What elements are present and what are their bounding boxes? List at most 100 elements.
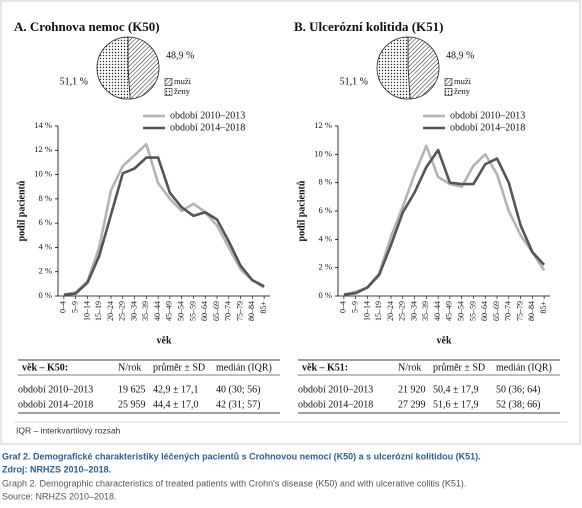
legend-swatch xyxy=(164,78,173,86)
x-tick-label: 50–54 xyxy=(176,301,185,321)
x-tick-label: 75–79 xyxy=(515,301,524,321)
pie-slice xyxy=(127,36,160,100)
x-tick-label: 30–34 xyxy=(129,301,138,321)
x-tick-label: 10–14 xyxy=(82,301,91,321)
legend-label: muži xyxy=(174,76,192,86)
table-cell: období 2014–2018 xyxy=(298,399,373,410)
table-cell: 50 (36; 64) xyxy=(496,384,540,395)
x-tick-label: 20–24 xyxy=(106,301,115,321)
x-tick-label: 0–4 xyxy=(339,301,348,313)
x-tick-label: 35–39 xyxy=(421,301,430,321)
table-cell: období 2010–2013 xyxy=(18,384,93,395)
legend-swatch xyxy=(444,88,453,96)
x-tick-label: 40–44 xyxy=(153,301,162,321)
legend-swatch xyxy=(444,78,453,86)
table-cell: 42 (31; 57) xyxy=(216,399,260,410)
legend-label: období 2010–2013 xyxy=(170,110,245,121)
x-tick-label: 70–74 xyxy=(504,301,513,321)
legend-label: ženy xyxy=(454,86,471,96)
table-header: N/rok xyxy=(398,362,421,373)
pie-slice xyxy=(407,36,440,100)
x-axis-label: věk xyxy=(157,335,172,346)
y-tick-label: 14 % xyxy=(34,120,52,130)
y-axis-label: podíl pacientů xyxy=(16,180,27,241)
table-cell: období 2010–2013 xyxy=(298,384,373,395)
x-tick-label: 50–54 xyxy=(456,301,465,321)
x-tick-label: 0–4 xyxy=(59,301,68,313)
table-cell: 51,6 ± 17,9 xyxy=(433,399,479,410)
caption: Zdroj: NRHZS 2010–2018. xyxy=(2,464,111,474)
x-tick-label: 20–24 xyxy=(386,301,395,321)
pie-slice xyxy=(96,36,131,100)
table-cell: 27 299 xyxy=(398,399,426,410)
table-header: věk – K50: xyxy=(22,362,68,373)
y-tick-label: 12 % xyxy=(34,144,52,154)
x-tick-label: 80–84 xyxy=(527,301,536,321)
x-tick-label: 65–69 xyxy=(492,301,501,321)
legend-label: období 2010–2013 xyxy=(450,110,525,121)
x-tick-label: 45–49 xyxy=(165,301,174,321)
table-cell: 25 959 xyxy=(118,399,146,410)
x-tick-label: 40–44 xyxy=(433,301,442,321)
legend-swatch xyxy=(164,88,173,96)
y-tick-label: 6 % xyxy=(319,205,332,215)
y-tick-label: 4 % xyxy=(319,233,332,243)
x-tick-label: 55–59 xyxy=(188,301,197,321)
y-tick-label: 4 % xyxy=(39,241,52,251)
caption: Graf 2. Demografické charakteristiky léč… xyxy=(2,451,481,461)
x-axis-label: věk xyxy=(437,335,452,346)
y-tick-label: 0 % xyxy=(319,290,332,300)
x-tick-label: 25–29 xyxy=(118,301,127,321)
panel-title: A. Crohnova nemoc (K50) xyxy=(14,19,160,34)
x-tick-label: 85+ xyxy=(259,301,268,314)
x-tick-label: 10–14 xyxy=(362,301,371,321)
pie-label: 51,1 % xyxy=(340,76,368,87)
table-header: průměr ± SD xyxy=(153,362,205,373)
table-header: medián (IQR) xyxy=(496,362,552,373)
table-cell: 40 (30; 56) xyxy=(216,384,260,395)
y-tick-label: 2 % xyxy=(319,262,332,272)
pie-slice xyxy=(376,36,411,100)
y-tick-label: 12 % xyxy=(314,120,332,130)
x-tick-label: 30–34 xyxy=(409,301,418,321)
x-tick-label: 85+ xyxy=(539,301,548,314)
y-tick-label: 10 % xyxy=(314,148,332,158)
x-tick-label: 5–9 xyxy=(70,301,79,313)
frame xyxy=(0,0,581,445)
series-line xyxy=(343,148,546,296)
x-tick-label: 25–29 xyxy=(398,301,407,321)
table-header: medián (IQR) xyxy=(216,362,272,373)
x-tick-label: 55–59 xyxy=(468,301,477,321)
legend-label: muži xyxy=(454,76,472,86)
x-tick-label: 65–69 xyxy=(212,301,221,321)
x-tick-label: 75–79 xyxy=(235,301,244,321)
x-tick-label: 35–39 xyxy=(141,301,150,321)
x-tick-label: 45–49 xyxy=(445,301,454,321)
caption: Graph 2. Demographic characteristics of … xyxy=(2,478,466,488)
y-axis-label: podíl pacientů xyxy=(296,180,307,241)
y-tick-label: 6 % xyxy=(39,217,52,227)
table-header: věk – K51: xyxy=(302,362,348,373)
x-tick-label: 60–64 xyxy=(200,301,209,321)
pie-label: 48,9 % xyxy=(166,50,194,61)
table-cell: 21 920 xyxy=(398,384,426,395)
table-cell: 19 625 xyxy=(118,384,146,395)
table-cell: 52 (38; 66) xyxy=(496,399,540,410)
table-cell: 44,4 ± 17,0 xyxy=(153,399,199,410)
table-cell: období 2014–2018 xyxy=(18,399,93,410)
x-tick-label: 70–74 xyxy=(224,301,233,321)
caption: Source: NRHZS 2010–2018. xyxy=(2,491,117,501)
table-header: N/rok xyxy=(118,362,141,373)
footnote: IQR – interkvartilový rozsah xyxy=(16,425,121,435)
table-cell: 42,9 ± 17,1 xyxy=(153,384,199,395)
x-tick-label: 15–19 xyxy=(94,301,103,321)
y-tick-label: 2 % xyxy=(39,266,52,276)
pie-label: 51,1 % xyxy=(60,76,88,87)
x-tick-label: 60–64 xyxy=(480,301,489,321)
panel-title: B. Ulcerózní kolitida (K51) xyxy=(294,19,444,34)
legend-label: období 2014–2018 xyxy=(450,122,525,133)
legend-label: ženy xyxy=(174,86,191,96)
table-cell: 50,4 ± 17,9 xyxy=(433,384,479,395)
legend-label: období 2014–2018 xyxy=(170,122,245,133)
